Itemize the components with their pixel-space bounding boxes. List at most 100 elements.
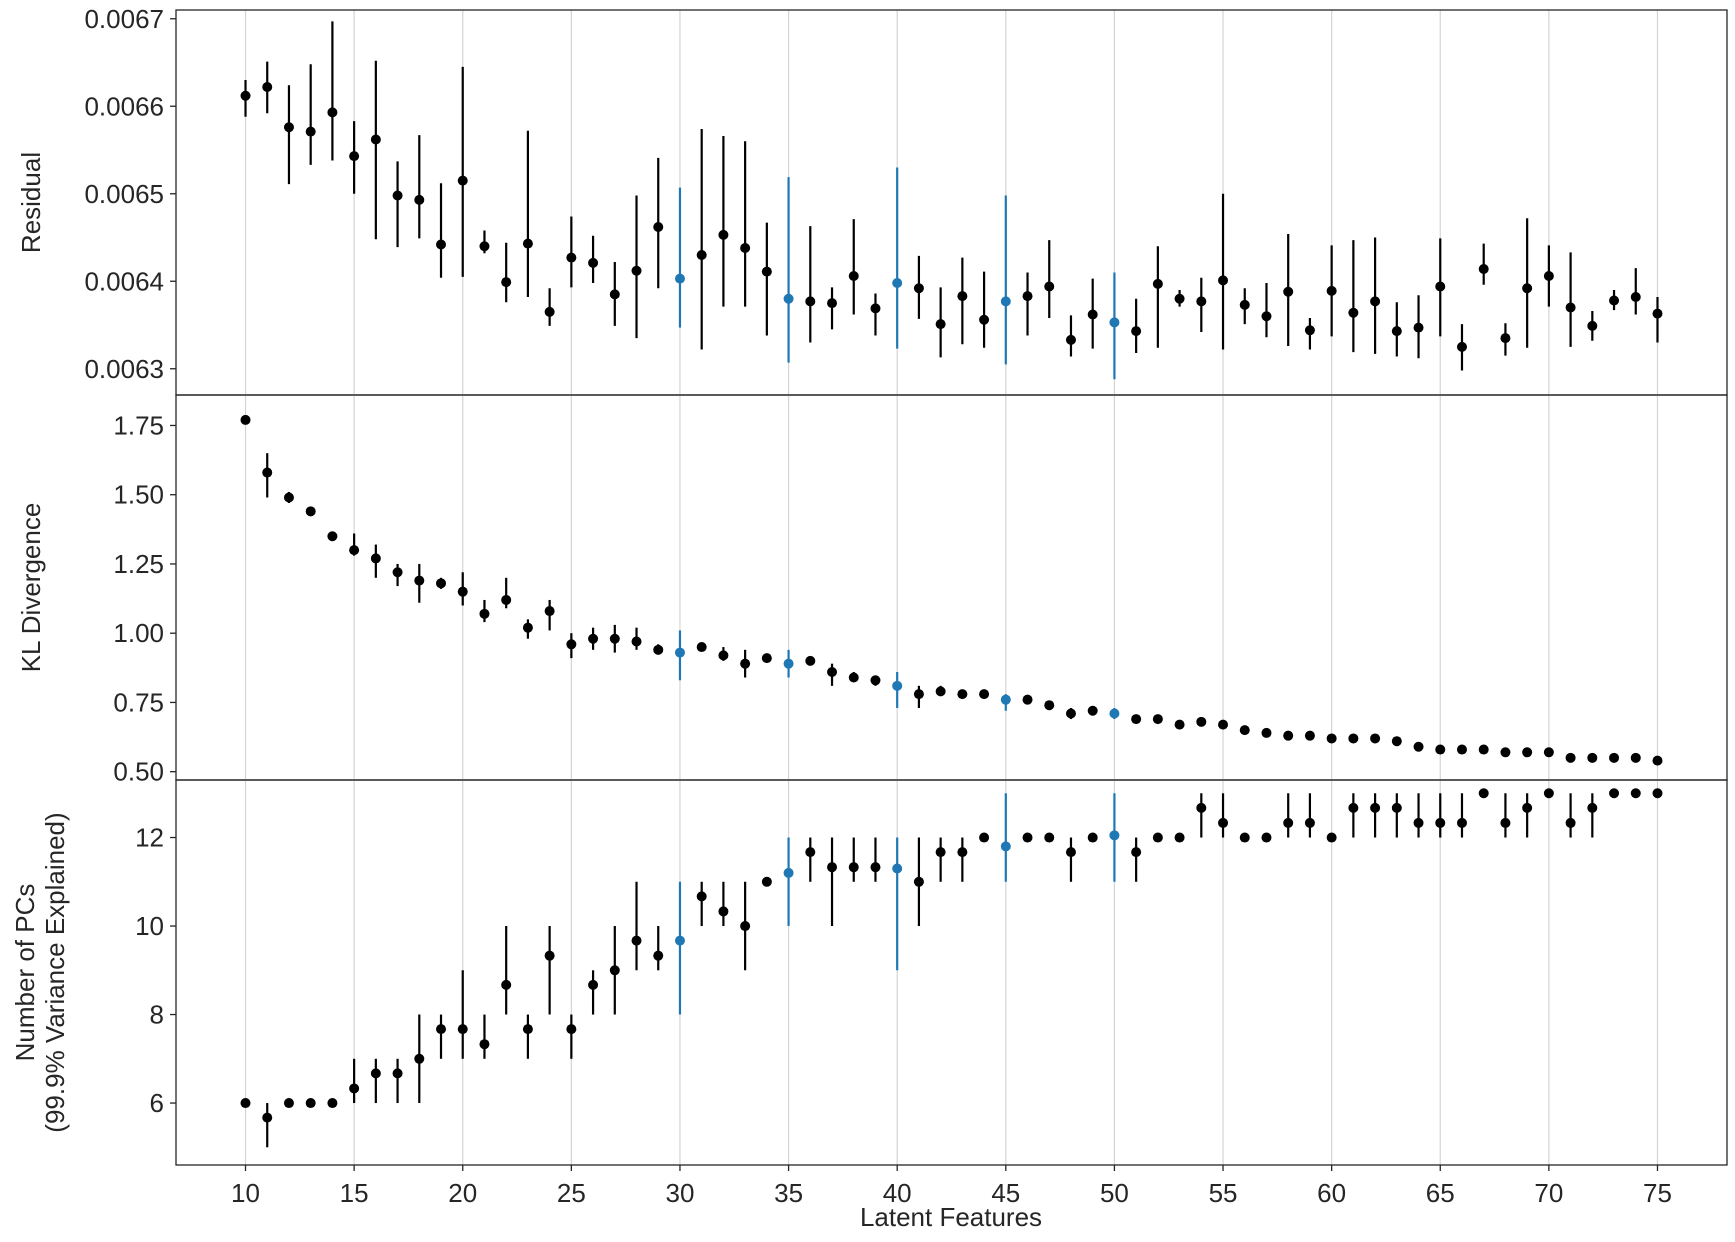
data-point bbox=[283, 1098, 294, 1109]
data-point bbox=[349, 1083, 360, 1094]
data-point bbox=[1630, 788, 1641, 799]
data-point bbox=[1652, 755, 1663, 766]
y-axis-label-line: Residual bbox=[16, 152, 46, 253]
data-point bbox=[892, 278, 903, 288]
data-point bbox=[1087, 832, 1098, 843]
y-tick-label: 10 bbox=[135, 911, 164, 941]
y-tick-label: 1.00 bbox=[113, 618, 164, 648]
data-point bbox=[1435, 817, 1446, 828]
data-point bbox=[1239, 725, 1250, 736]
data-point bbox=[1543, 271, 1554, 281]
data-point bbox=[631, 636, 642, 647]
data-point bbox=[392, 567, 403, 578]
data-point bbox=[957, 689, 968, 700]
data-point bbox=[609, 633, 620, 644]
data-point bbox=[1087, 705, 1098, 716]
data-point bbox=[1500, 333, 1511, 344]
panel-1: 0.0063 0.0064 0.0065 0.0066 0.0067 Residual bbox=[16, 4, 1728, 396]
data-point bbox=[718, 650, 729, 661]
data-point bbox=[522, 622, 533, 633]
chart-panels: 0.00630.00640.00650.00660.0067Residual0.… bbox=[10, 4, 1728, 1208]
data-point bbox=[1456, 341, 1467, 352]
data-point bbox=[1456, 817, 1467, 828]
data-point bbox=[674, 935, 685, 946]
y-tick-label: 0.50 bbox=[113, 757, 164, 787]
data-point bbox=[327, 531, 338, 542]
data-point bbox=[1152, 278, 1163, 289]
data-point bbox=[1652, 788, 1663, 799]
data-point bbox=[957, 291, 968, 302]
data-point bbox=[370, 134, 381, 145]
data-point bbox=[1131, 714, 1142, 725]
data-point bbox=[892, 863, 903, 874]
data-point bbox=[1174, 293, 1185, 304]
panel-frame bbox=[175, 394, 1728, 781]
data-point bbox=[240, 90, 251, 101]
data-point bbox=[479, 241, 490, 252]
data-point bbox=[1304, 817, 1315, 828]
data-point bbox=[1022, 832, 1033, 843]
data-point bbox=[1174, 832, 1185, 843]
data-point bbox=[283, 122, 294, 133]
data-point bbox=[848, 271, 859, 281]
data-point bbox=[501, 979, 512, 990]
data-point bbox=[740, 921, 751, 932]
data-point bbox=[1196, 802, 1207, 813]
data-point bbox=[544, 950, 555, 961]
data-point bbox=[479, 1039, 490, 1050]
data-point bbox=[1109, 317, 1120, 328]
x-tick-label: 15 bbox=[340, 1178, 369, 1208]
data-point bbox=[1587, 802, 1598, 813]
data-point bbox=[631, 935, 642, 946]
data-point bbox=[1500, 817, 1511, 828]
x-tick-label: 50 bbox=[1100, 1178, 1129, 1208]
y-tick-label: 0.0066 bbox=[84, 91, 164, 121]
data-point bbox=[1000, 694, 1011, 705]
data-point bbox=[1522, 283, 1533, 294]
data-point bbox=[1283, 286, 1294, 297]
data-point bbox=[1000, 841, 1011, 852]
data-point bbox=[1283, 730, 1294, 741]
x-tick-label: 35 bbox=[774, 1178, 803, 1208]
data-point bbox=[848, 862, 859, 873]
data-point bbox=[913, 876, 924, 887]
y-axis-label-line: KL Divergence bbox=[16, 503, 46, 673]
data-point bbox=[1435, 281, 1446, 292]
data-point bbox=[349, 151, 360, 162]
data-point bbox=[1065, 847, 1076, 858]
data-point bbox=[1131, 326, 1142, 337]
data-point bbox=[305, 1098, 316, 1109]
data-point bbox=[609, 289, 620, 300]
data-point bbox=[1087, 309, 1098, 320]
y-axis-label: Residual bbox=[16, 152, 46, 253]
panel-frame bbox=[175, 9, 1728, 396]
data-point bbox=[1022, 694, 1033, 705]
data-point bbox=[1152, 832, 1163, 843]
data-point bbox=[805, 655, 816, 666]
data-point bbox=[827, 298, 838, 309]
data-point bbox=[588, 257, 599, 268]
data-point bbox=[1413, 817, 1424, 828]
data-point bbox=[1152, 714, 1163, 725]
data-point bbox=[1565, 302, 1576, 313]
y-tick-label: 1.25 bbox=[113, 549, 164, 579]
data-point bbox=[501, 594, 512, 605]
data-point bbox=[740, 243, 751, 253]
data-point bbox=[1196, 296, 1207, 307]
data-point bbox=[1326, 733, 1337, 744]
x-tick-label: 75 bbox=[1643, 1178, 1672, 1208]
data-point bbox=[718, 229, 729, 240]
y-tick-label: 12 bbox=[135, 823, 164, 853]
x-tick-label: 40 bbox=[883, 1178, 912, 1208]
data-point bbox=[240, 414, 251, 425]
data-point bbox=[913, 283, 924, 294]
data-point bbox=[544, 606, 555, 617]
data-point bbox=[1587, 752, 1598, 763]
data-point bbox=[1370, 802, 1381, 813]
panel-2: 0.50 0.75 1.00 1.25 1.50 1.75 KL Divergence bbox=[16, 394, 1728, 787]
data-point bbox=[1630, 292, 1641, 302]
data-point bbox=[935, 319, 946, 330]
data-point bbox=[1543, 788, 1554, 799]
data-point bbox=[1609, 752, 1620, 763]
data-point bbox=[1391, 326, 1402, 337]
